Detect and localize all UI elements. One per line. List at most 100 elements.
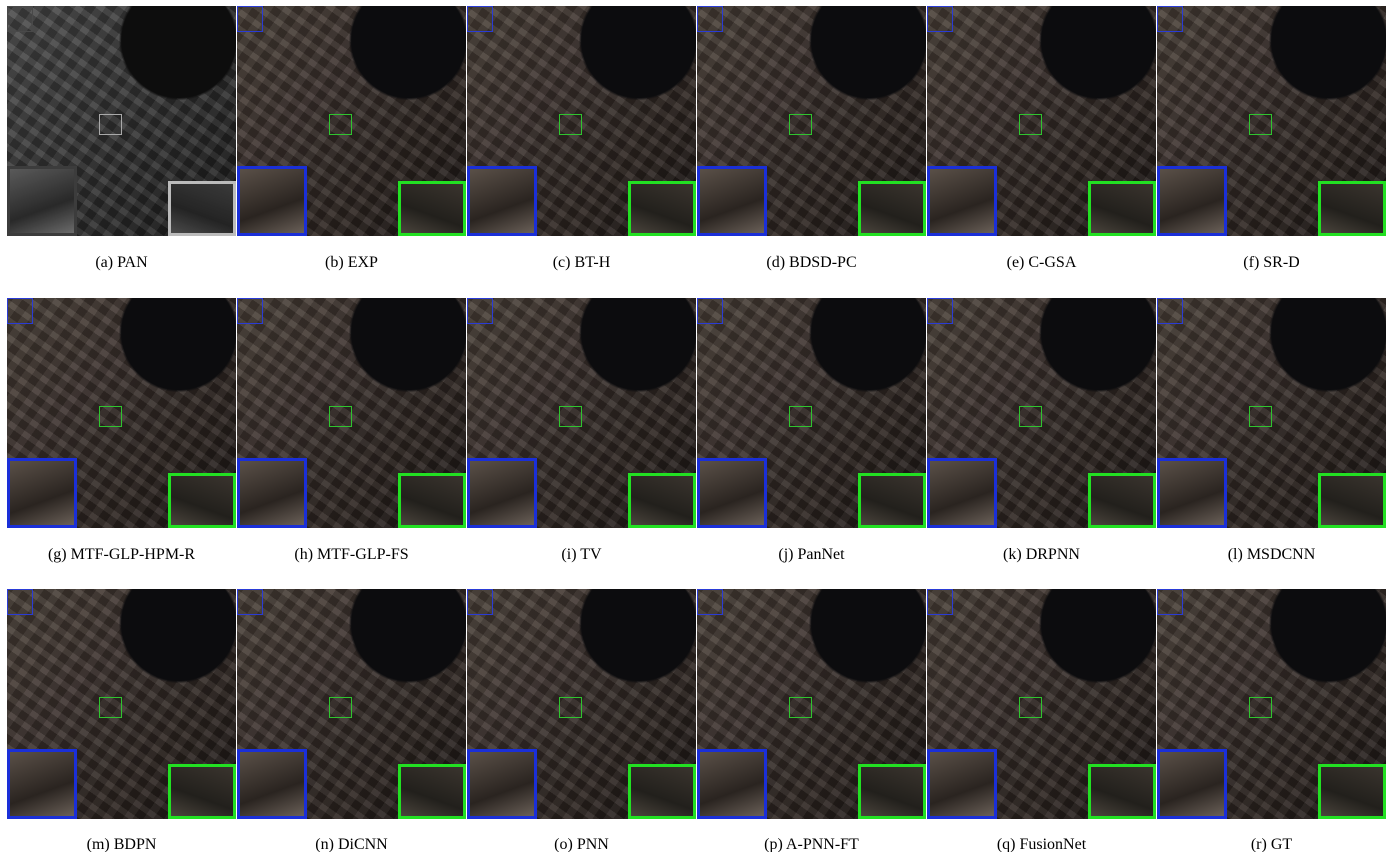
green-zoom-inset: [168, 764, 236, 819]
panel-image: [467, 6, 696, 236]
green-roi: [559, 406, 582, 427]
blue-zoom-inset: [237, 749, 307, 819]
green-zoom-inset: [1088, 764, 1156, 819]
blue-roi: [697, 298, 723, 324]
panel-caption: (g) MTF-GLP-HPM-R: [7, 546, 236, 564]
panel-caption: (r) GT: [1157, 836, 1386, 852]
green-zoom-inset: [628, 181, 696, 236]
blue-roi: [237, 6, 263, 32]
blue-zoom-inset: [697, 749, 767, 819]
panel-image: [467, 298, 696, 528]
blue-roi: [467, 589, 493, 615]
green-roi: [1019, 406, 1042, 427]
panel-caption: (e) C-GSA: [927, 254, 1156, 272]
blue-roi: [1157, 589, 1183, 615]
blue-zoom-inset: [7, 458, 77, 528]
panel-caption: (q) FusionNet: [927, 836, 1156, 852]
green-roi: [329, 697, 352, 718]
blue-roi: [7, 589, 33, 615]
blue-zoom-inset: [927, 749, 997, 819]
green-zoom-inset: [1318, 764, 1386, 819]
blue-zoom-inset: [1157, 166, 1227, 236]
green-roi: [559, 114, 582, 135]
panel-image: [927, 6, 1156, 236]
panel-image: [1157, 6, 1386, 236]
green-zoom-inset: [398, 473, 466, 528]
panel-image: [697, 589, 926, 819]
green-roi: [329, 114, 352, 135]
blue-roi: [927, 298, 953, 324]
panel-image: [1157, 589, 1386, 819]
panel-image: [7, 589, 236, 819]
panel-caption: (j) PanNet: [697, 546, 926, 564]
green-zoom-inset: [858, 764, 926, 819]
green-roi: [1019, 114, 1042, 135]
panel-caption: (i) TV: [467, 546, 696, 564]
green-roi: [329, 406, 352, 427]
panel-caption: (c) BT-H: [467, 254, 696, 272]
green-zoom-inset: [858, 181, 926, 236]
panel-caption: (a) PAN: [7, 254, 236, 272]
blue-zoom-inset: [237, 458, 307, 528]
green-roi: [1249, 406, 1272, 427]
blue-zoom-inset: [927, 458, 997, 528]
blue-roi: [927, 589, 953, 615]
panel-image: [697, 6, 926, 236]
panel-caption: (k) DRPNN: [927, 546, 1156, 564]
panel-image: [237, 589, 466, 819]
panel-image: [7, 6, 236, 236]
blue-roi: [467, 6, 493, 32]
panel-image: [237, 6, 466, 236]
green-zoom-inset: [1088, 473, 1156, 528]
panel-image: [7, 298, 236, 528]
green-roi: [789, 697, 812, 718]
panel-caption: (l) MSDCNN: [1157, 546, 1386, 564]
blue-zoom-inset: [1157, 458, 1227, 528]
green-roi: [1249, 697, 1272, 718]
panel-image: [927, 589, 1156, 819]
blue-roi: [237, 589, 263, 615]
green-roi: [99, 114, 122, 135]
panel-image: [237, 298, 466, 528]
panel-image: [927, 298, 1156, 528]
panel-caption: (p) A-PNN-FT: [697, 836, 926, 852]
panel-caption: (n) DiCNN: [237, 836, 466, 852]
panel-caption: (b) EXP: [237, 254, 466, 272]
green-zoom-inset: [628, 764, 696, 819]
panel-caption: (h) MTF-GLP-FS: [237, 546, 466, 564]
green-roi: [1249, 114, 1272, 135]
blue-roi: [1157, 6, 1183, 32]
blue-zoom-inset: [237, 166, 307, 236]
green-roi: [99, 406, 122, 427]
blue-zoom-inset: [697, 458, 767, 528]
green-zoom-inset: [398, 764, 466, 819]
green-zoom-inset: [1318, 181, 1386, 236]
blue-roi: [697, 6, 723, 32]
green-zoom-inset: [858, 473, 926, 528]
blue-zoom-inset: [467, 749, 537, 819]
blue-zoom-inset: [467, 458, 537, 528]
green-zoom-inset: [1088, 181, 1156, 236]
panel-image: [1157, 298, 1386, 528]
blue-roi: [927, 6, 953, 32]
blue-roi: [237, 298, 263, 324]
panel-image: [697, 298, 926, 528]
green-zoom-inset: [1318, 473, 1386, 528]
green-zoom-inset: [168, 473, 236, 528]
green-roi: [789, 406, 812, 427]
blue-zoom-inset: [697, 166, 767, 236]
blue-zoom-inset: [467, 166, 537, 236]
panel-image: [467, 589, 696, 819]
blue-roi: [697, 589, 723, 615]
green-roi: [1019, 697, 1042, 718]
blue-zoom-inset: [7, 749, 77, 819]
green-zoom-inset: [398, 181, 466, 236]
green-zoom-inset: [628, 473, 696, 528]
green-roi: [99, 697, 122, 718]
panel-caption: (m) BDPN: [7, 836, 236, 852]
blue-roi: [467, 298, 493, 324]
blue-roi: [1157, 298, 1183, 324]
panel-caption: (f) SR-D: [1157, 254, 1386, 272]
green-roi: [789, 114, 812, 135]
blue-zoom-inset: [1157, 749, 1227, 819]
